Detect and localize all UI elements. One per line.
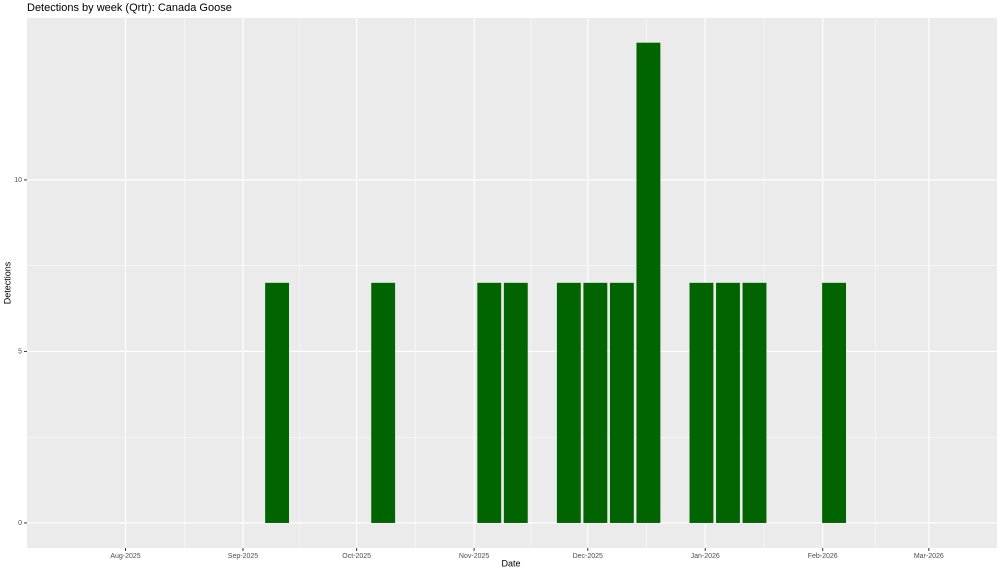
- x-tick-label: Nov-2025: [459, 553, 489, 560]
- x-axis-label: Date: [501, 558, 520, 568]
- x-tick-label: Aug-2025: [110, 553, 140, 560]
- bar: [716, 282, 740, 523]
- bar: [371, 282, 396, 523]
- bar: [265, 282, 290, 523]
- bar: [822, 282, 847, 523]
- bar: [503, 282, 528, 523]
- bar: [636, 42, 661, 523]
- x-tick-label: Jan-2026: [691, 553, 720, 560]
- bar: [689, 282, 714, 523]
- x-tick-label: Dec-2025: [573, 553, 603, 560]
- y-tick-label: 10: [14, 177, 22, 184]
- y-tick-label: 0: [18, 520, 22, 527]
- bar: [556, 282, 581, 523]
- y-tick-label: 5: [18, 348, 22, 355]
- bar: [742, 282, 767, 523]
- x-tick-label: Oct-2025: [342, 553, 371, 560]
- bar: [583, 282, 608, 523]
- bar: [609, 282, 634, 523]
- x-tick-label: Mar-2026: [914, 553, 944, 560]
- y-axis-label: Detections: [2, 261, 12, 304]
- x-tick-label: Sep-2025: [228, 553, 258, 560]
- bar: [477, 282, 502, 523]
- x-tick-label: Feb-2026: [808, 553, 838, 560]
- chart-title: Detections by week (Qrtr): Canada Goose: [27, 2, 232, 14]
